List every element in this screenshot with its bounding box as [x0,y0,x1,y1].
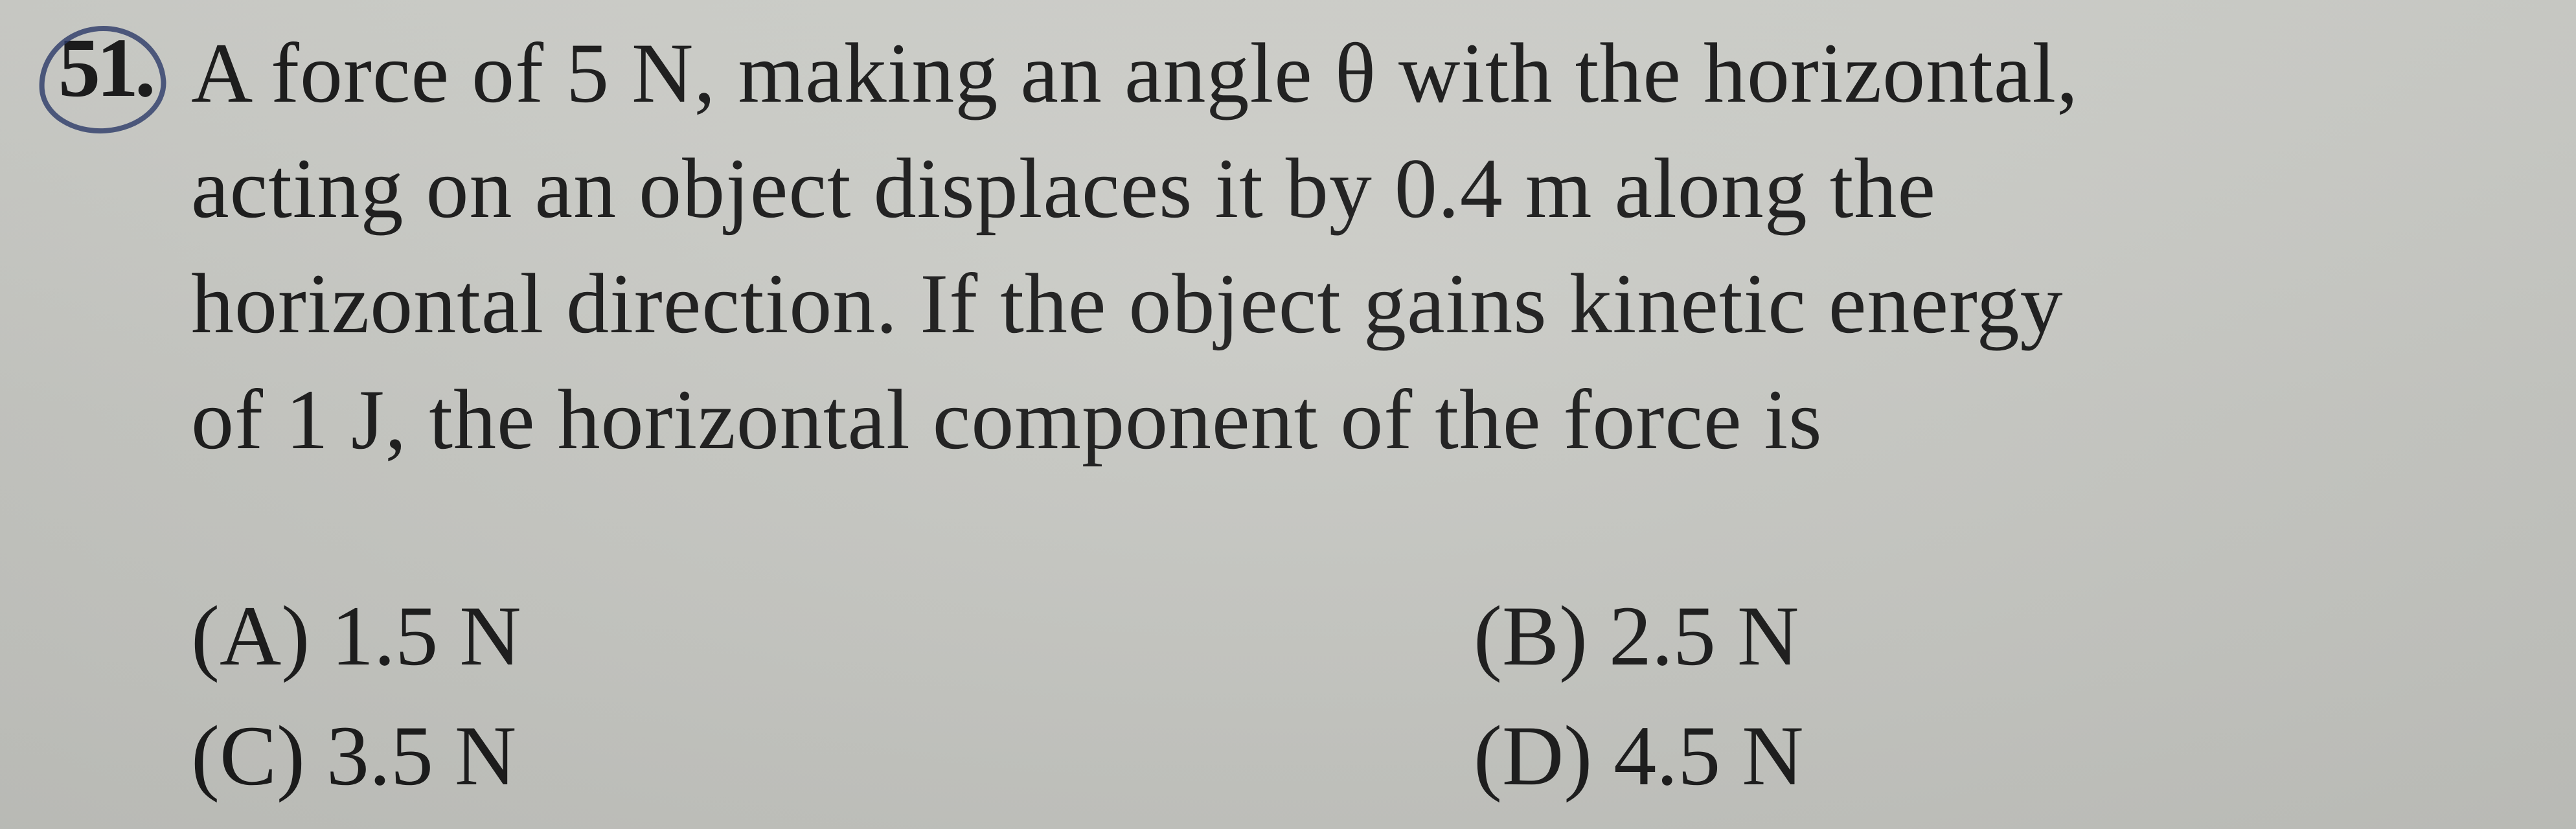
stem-line-2: acting on an object displaces it by 0.4 … [191,131,2531,246]
options-block: (A) 1.5 N (B) 2.5 N (C) 3.5 N (D) 4.5 N [191,576,2531,816]
question-stem: A force of 5 N, making an angle θ with t… [191,16,2531,477]
page: 51. A force of 5 N, making an angle θ wi… [0,0,2576,829]
option-d: (D) 4.5 N [1474,696,1804,816]
stem-line-4: of 1 J, the horizontal component of the … [191,362,2531,477]
option-row-2: (C) 3.5 N (D) 4.5 N [191,696,2531,816]
option-b: (B) 2.5 N [1474,576,1799,696]
question-number: 51. [45,19,175,130]
stem-line-3: horizontal direction. If the object gain… [191,246,2531,361]
option-c: (C) 3.5 N [191,696,1474,816]
option-row-1: (A) 1.5 N (B) 2.5 N [191,576,2531,696]
stem-line-1: A force of 5 N, making an angle θ with t… [191,16,2531,131]
option-a: (A) 1.5 N [191,576,1474,696]
